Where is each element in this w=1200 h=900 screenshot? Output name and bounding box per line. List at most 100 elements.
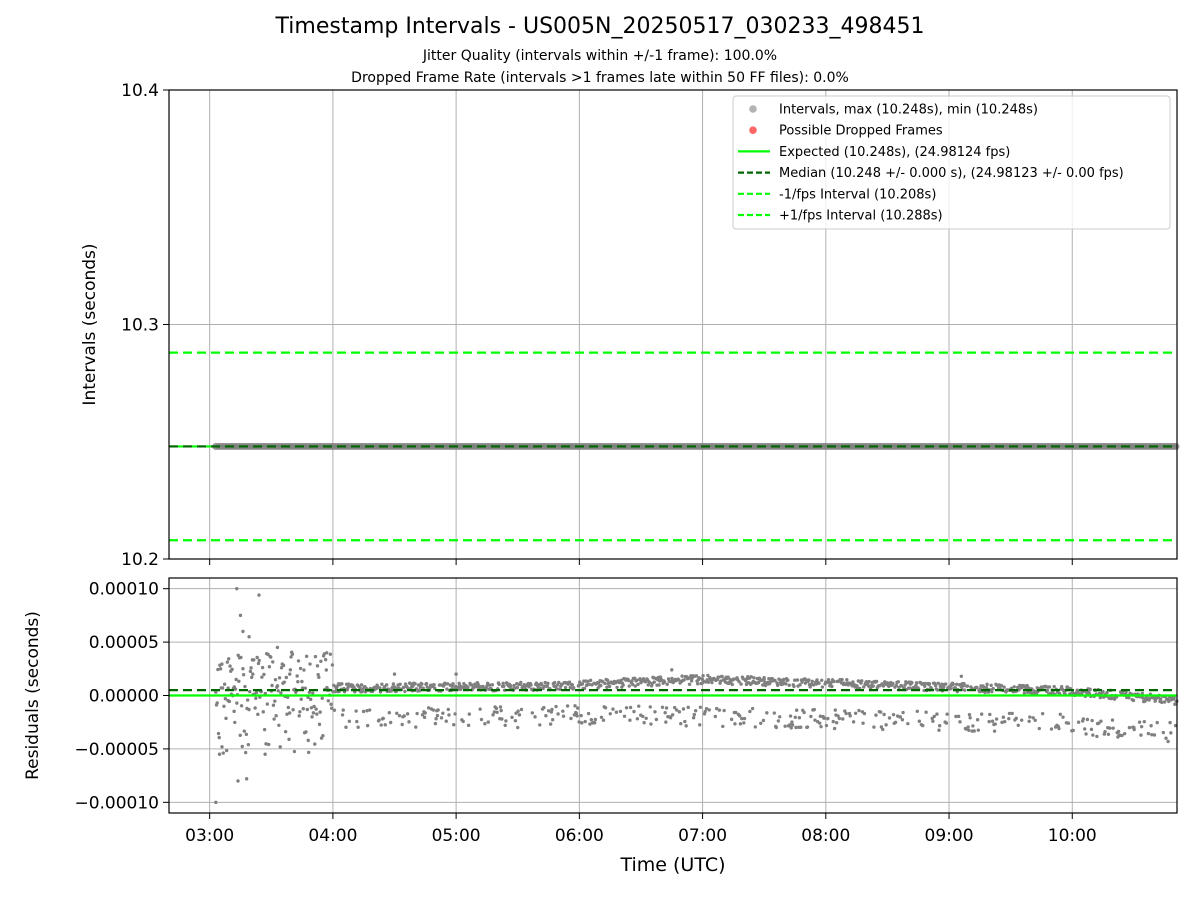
residual-point	[556, 712, 560, 716]
residual-point	[684, 724, 688, 728]
intervals-y-axis-label: Intervals (seconds)	[80, 243, 100, 405]
residual-point	[658, 675, 663, 679]
residual-point	[959, 674, 964, 678]
residual-point	[592, 721, 597, 725]
residual-point	[244, 777, 249, 781]
residual-point	[1090, 718, 1094, 723]
residual-point	[611, 707, 615, 711]
residual-point	[1085, 717, 1090, 722]
residual-point	[1001, 715, 1006, 719]
residual-point	[214, 800, 218, 805]
residual-point	[937, 724, 942, 728]
residual-point	[274, 714, 278, 718]
residual-point	[295, 674, 299, 678]
x-tick-label: 10:00	[1048, 826, 1097, 846]
residual-point	[1012, 685, 1016, 689]
residual-point	[578, 680, 582, 684]
residual-point	[318, 710, 322, 714]
residual-point	[749, 675, 753, 679]
jitter-quality-subtitle: Jitter Quality (intervals within +/-1 fr…	[422, 48, 778, 64]
residual-point	[461, 719, 465, 724]
residual-point	[933, 683, 938, 688]
residual-point	[420, 713, 425, 717]
residual-point	[354, 709, 358, 713]
residual-point	[400, 722, 404, 727]
residual-point	[257, 593, 261, 597]
residual-point	[813, 718, 817, 722]
residual-point	[717, 675, 721, 679]
residual-point	[332, 708, 337, 712]
residual-point	[713, 714, 718, 719]
residual-point	[284, 675, 289, 680]
residual-point	[639, 680, 643, 685]
residual-point	[273, 699, 277, 703]
residual-point	[1150, 733, 1154, 737]
residual-point	[1164, 736, 1168, 740]
residual-point	[271, 660, 275, 664]
x-tick-label: 03:00	[185, 826, 234, 846]
residual-point	[761, 718, 766, 723]
residual-point	[241, 667, 245, 671]
residual-point	[380, 682, 384, 686]
residual-point	[1033, 718, 1037, 722]
residual-point	[1162, 700, 1167, 704]
x-tick-label: 06:00	[555, 826, 604, 846]
residual-point	[872, 725, 876, 729]
residual-point	[495, 710, 499, 714]
residual-point	[1173, 723, 1178, 728]
residual-point	[239, 655, 243, 660]
residual-point	[223, 696, 228, 701]
residual-point	[239, 704, 244, 708]
residual-point	[340, 682, 344, 686]
residual-point	[421, 686, 425, 690]
residual-point	[990, 719, 995, 723]
residual-point	[432, 683, 436, 687]
residual-point	[753, 725, 758, 729]
residual-point	[1158, 697, 1163, 701]
residual-point	[786, 678, 790, 682]
residual-point	[1037, 726, 1041, 731]
residual-point	[486, 720, 490, 724]
residual-point	[411, 684, 415, 688]
residual-point	[944, 721, 949, 725]
residual-point	[565, 704, 570, 708]
residual-point	[285, 712, 289, 716]
residual-point	[232, 685, 237, 689]
residual-point	[246, 742, 251, 747]
residual-point	[862, 711, 867, 716]
residual-point	[1122, 731, 1127, 736]
residual-point	[577, 683, 582, 687]
residual-point	[579, 713, 583, 718]
residual-point	[788, 723, 792, 727]
residual-point	[367, 708, 372, 712]
residual-point	[255, 655, 259, 660]
residual-point	[445, 687, 449, 691]
residual-point	[292, 749, 297, 754]
residual-point	[1161, 730, 1166, 735]
residual-point	[264, 742, 268, 746]
residual-point	[288, 711, 292, 715]
residual-point	[599, 715, 604, 720]
residual-point	[977, 689, 982, 694]
residual-point	[966, 725, 970, 729]
residual-point	[931, 719, 935, 723]
residual-point	[874, 679, 879, 684]
residual-point	[580, 682, 585, 686]
residual-point	[454, 672, 458, 676]
residual-point	[1108, 726, 1112, 730]
residual-point	[248, 669, 253, 674]
residual-point	[383, 723, 387, 727]
residual-point	[761, 683, 765, 687]
residual-point	[503, 723, 507, 728]
residual-point	[279, 666, 284, 670]
residual-point	[654, 717, 659, 722]
residual-point	[217, 752, 222, 756]
residual-point	[550, 707, 554, 712]
residual-point	[898, 715, 903, 719]
residual-point	[777, 677, 781, 681]
residual-point	[1027, 719, 1031, 724]
residual-point	[330, 663, 335, 667]
residual-point	[238, 613, 243, 618]
residual-point	[247, 635, 251, 639]
residual-point	[809, 714, 813, 719]
